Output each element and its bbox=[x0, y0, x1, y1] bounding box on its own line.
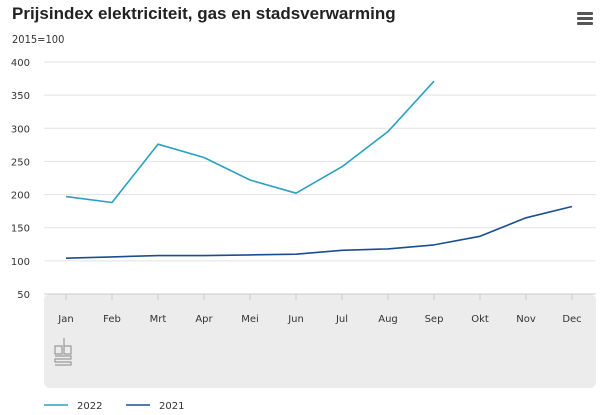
legend-item-2021[interactable]: 2021 bbox=[126, 401, 184, 412]
x-tick-label: Jan bbox=[57, 314, 73, 325]
y-tick-label: 350 bbox=[11, 91, 30, 102]
cbs-logo bbox=[54, 338, 72, 366]
y-tick-label: 250 bbox=[11, 157, 30, 168]
hamburger-menu-icon[interactable] bbox=[577, 12, 593, 26]
legend-item-2022[interactable]: 2022 bbox=[44, 401, 102, 412]
logo-mark bbox=[54, 338, 72, 366]
x-tick-label: Nov bbox=[516, 314, 536, 325]
x-tick-label: Dec bbox=[562, 314, 581, 325]
y-tick-label: 400 bbox=[11, 58, 30, 69]
y-tick-label: 150 bbox=[11, 224, 30, 235]
x-tick-label: Jul bbox=[335, 314, 348, 325]
x-tick-label: Mei bbox=[241, 314, 259, 325]
legend-label: 2021 bbox=[159, 401, 184, 412]
y-tick-label: 50 bbox=[17, 290, 30, 301]
y-tick-label: 100 bbox=[11, 257, 30, 268]
y-tick-label: 200 bbox=[11, 191, 30, 202]
chart-title: Prijsindex elektriciteit, gas en stadsve… bbox=[12, 4, 396, 23]
series-line-2022 bbox=[65, 80, 435, 204]
legend-label: 2022 bbox=[77, 401, 102, 412]
x-tick-label: Jun bbox=[287, 314, 304, 325]
x-tick-label: Apr bbox=[195, 314, 213, 325]
x-tick-label: Okt bbox=[471, 314, 489, 325]
x-tick-label: Mrt bbox=[150, 314, 167, 325]
x-tick-label: Sep bbox=[425, 314, 444, 325]
y-axis-unit-label: 2015=100 bbox=[12, 33, 65, 46]
x-axis-band bbox=[44, 294, 596, 388]
x-tick-label: Feb bbox=[103, 314, 121, 325]
series-line-2021 bbox=[65, 205, 573, 259]
y-tick-label: 300 bbox=[11, 124, 30, 135]
x-tick-label: Aug bbox=[378, 314, 398, 325]
